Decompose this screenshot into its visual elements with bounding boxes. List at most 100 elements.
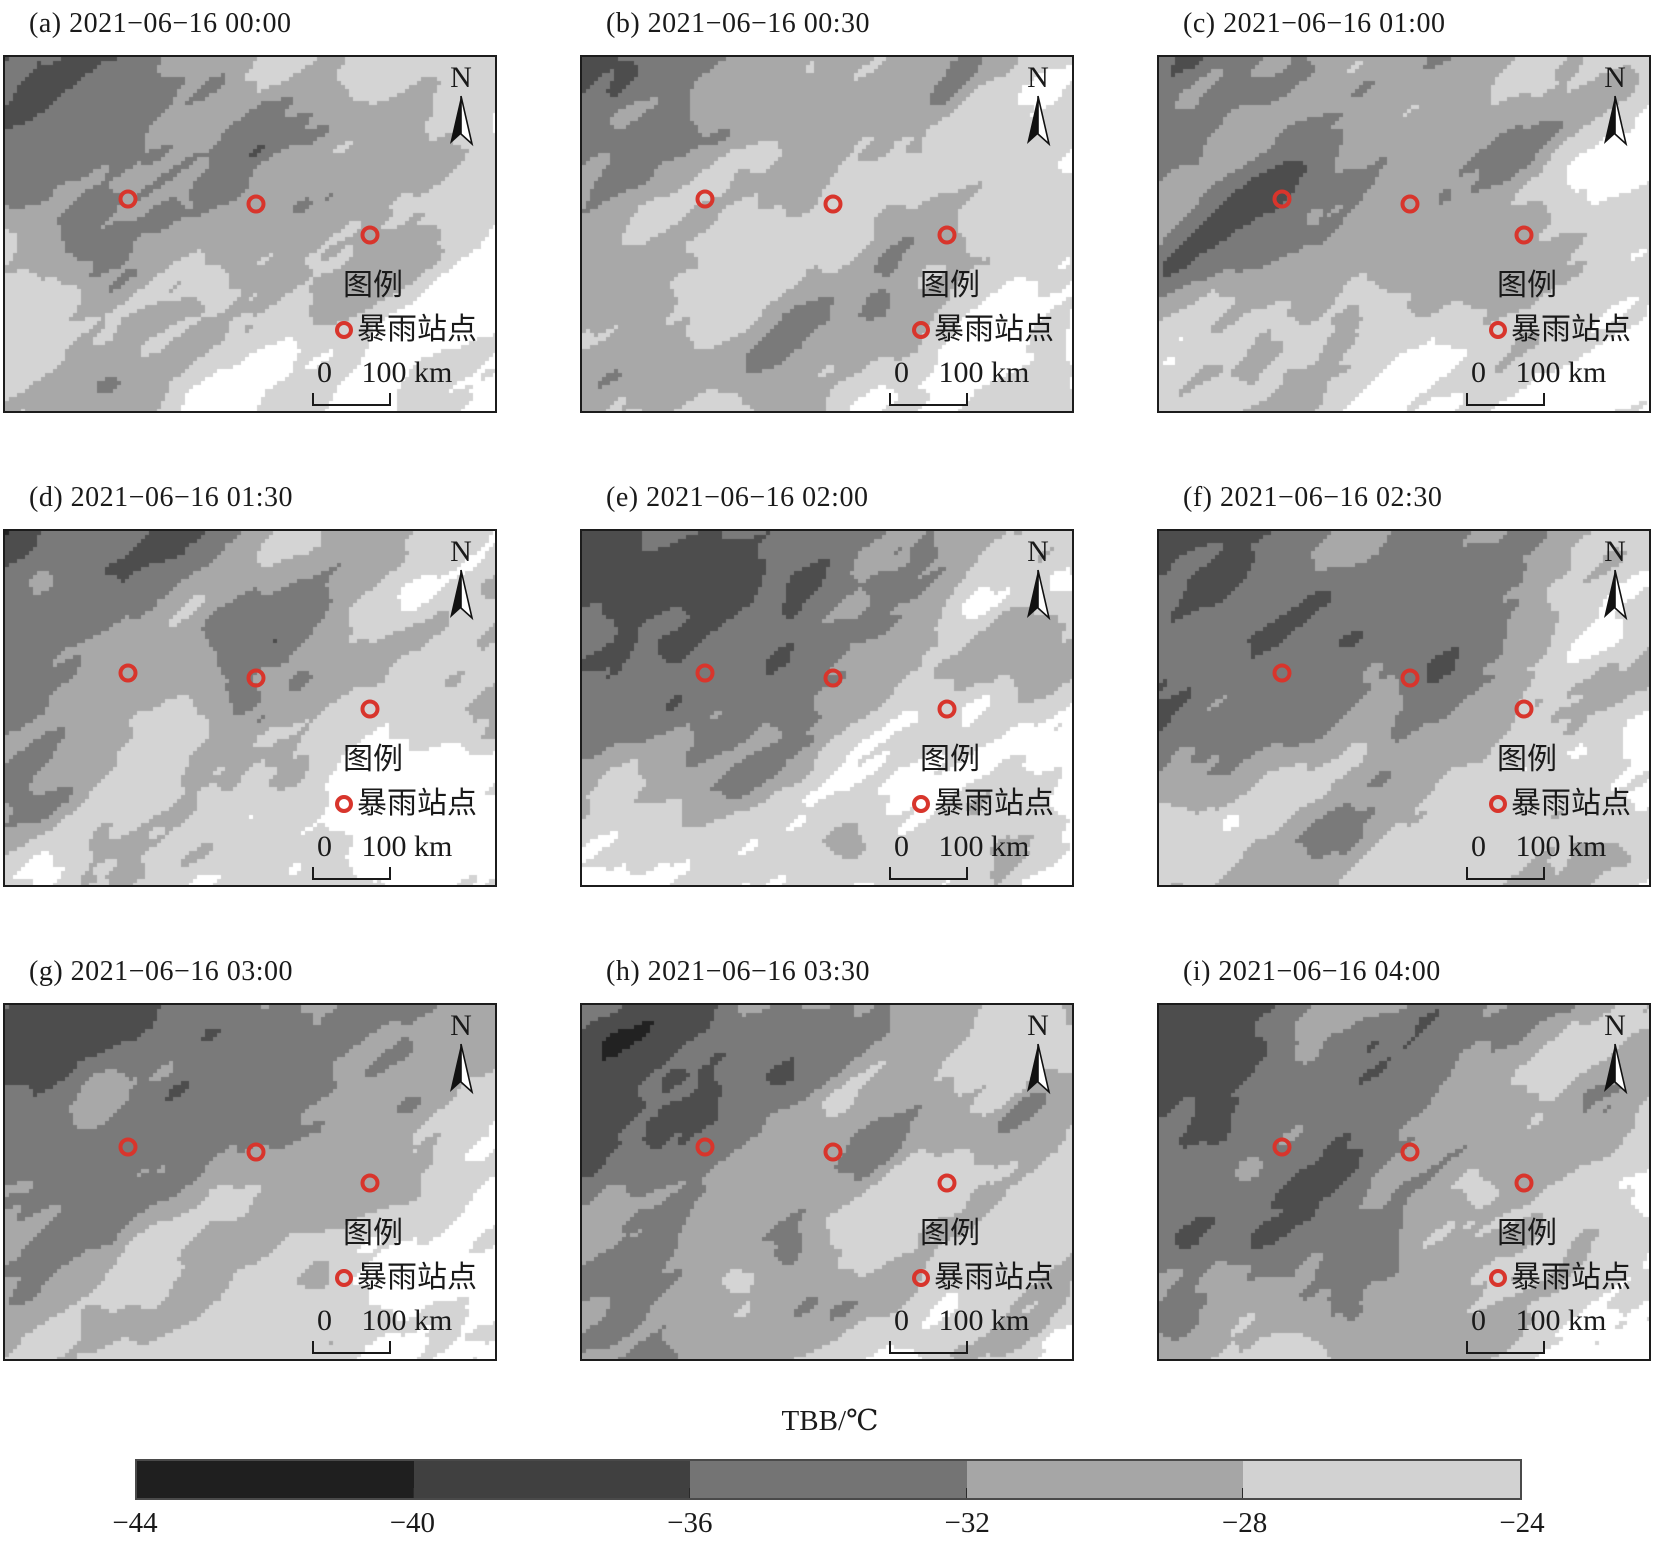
tbb-contour-map [1159,57,1649,411]
scale-labels: 0 100 km [311,1305,471,1337]
scale-bracket-icon [1466,1341,1545,1354]
station-marker-icon [1489,321,1507,339]
tbb-contour-map [582,1005,1072,1359]
station-marker [360,225,380,245]
station-marker [1514,225,1534,245]
north-label: N [450,1009,472,1042]
north-label: N [450,61,472,94]
panel-title: (c) 2021−06−16 01:00 [1183,8,1446,39]
scale-labels: 0 100 km [311,357,471,389]
scale-zero-label: 0 [317,830,332,863]
station-marker-icon [335,321,353,339]
scale-bar: 0 100 km [311,357,471,407]
scale-distance-label: 100 km [938,356,1030,389]
north-arrow: N [1595,63,1635,147]
colorbar-tick-label: −44 [112,1507,158,1539]
station-marker-icon [912,795,930,813]
station-marker-icon [1489,795,1507,813]
legend-station-label: 暴雨站点 [934,787,1054,820]
tbb-contour-map [582,57,1072,411]
scale-bar: 0 100 km [1465,357,1625,407]
legend-station-row: 暴雨站点 [912,1261,1054,1295]
station-marker [937,699,957,719]
colorbar-segment [966,1461,1245,1498]
map-panel: (a) 2021−06−16 00:00 N 图例 暴雨站点 0 [3,8,497,413]
station-marker-icon [1489,1269,1507,1287]
map-area: N 图例 暴雨站点 0 100 km [1157,55,1651,413]
legend-station-row: 暴雨站点 [912,787,1054,821]
scale-bracket-icon [312,867,391,880]
north-needle-icon [450,1043,474,1095]
map-area: N 图例 暴雨站点 0 100 km [3,1003,497,1361]
scale-distance-label: 100 km [361,1304,453,1337]
north-needle-icon [1027,95,1051,147]
scale-labels: 0 100 km [888,357,1048,389]
tbb-contour-map [5,1005,495,1359]
legend-station-label: 暴雨站点 [1511,787,1631,820]
north-needle-icon [1027,1043,1051,1095]
scale-distance-label: 100 km [361,830,453,863]
scale-labels: 0 100 km [888,1305,1048,1337]
map-area: N 图例 暴雨站点 0 100 km [580,1003,1074,1361]
map-panel: (f) 2021−06−16 02:30 N 图例 暴雨站点 0 [1157,482,1651,887]
scale-zero-label: 0 [894,1304,909,1337]
colorbar-title: TBB/℃ [781,1405,879,1437]
scale-distance-label: 100 km [1515,830,1607,863]
north-label: N [1027,1009,1049,1042]
scale-bar: 0 100 km [888,357,1048,407]
scale-labels: 0 100 km [1465,1305,1625,1337]
station-marker [246,1142,266,1162]
scale-bracket-icon [1466,393,1545,406]
scale-bar: 0 100 km [1465,1305,1625,1355]
station-marker [118,663,137,683]
legend-station-row: 暴雨站点 [1489,1261,1631,1295]
scale-zero-label: 0 [1471,1304,1486,1337]
legend-station-row: 暴雨站点 [335,1261,477,1295]
map-panel: (c) 2021−06−16 01:00 N 图例 暴雨站点 0 [1157,8,1651,413]
north-arrow: N [1595,537,1635,621]
station-marker [1272,1137,1291,1157]
north-arrow: N [1595,1011,1635,1095]
station-marker [1400,194,1420,214]
map-area: N 图例 暴雨站点 0 100 km [1157,1003,1651,1361]
panel-title: (f) 2021−06−16 02:30 [1183,482,1443,513]
station-marker [1514,1173,1534,1193]
legend-title: 图例 [343,1217,403,1250]
map-panel: (b) 2021−06−16 00:30 N 图例 暴雨站点 0 [580,8,1074,413]
tbb-contour-map [5,531,495,885]
map-panel: (g) 2021−06−16 03:00 N 图例 暴雨站点 0 [3,956,497,1361]
station-marker [1272,663,1291,683]
legend-station-row: 暴雨站点 [335,313,477,347]
legend-title: 图例 [920,743,980,776]
legend-title: 图例 [920,1217,980,1250]
station-marker [695,189,714,209]
map-area: N 图例 暴雨站点 0 100 km [3,529,497,887]
colorbar-tick-label: −40 [389,1507,436,1539]
legend-title: 图例 [920,269,980,302]
legend-station-label: 暴雨站点 [357,787,477,820]
colorbar-tick-label: −32 [944,1507,990,1539]
scale-bar: 0 100 km [1465,831,1625,881]
station-marker [823,1142,843,1162]
north-needle-icon [1604,95,1628,147]
station-marker-icon [912,1269,930,1287]
north-needle-icon [1604,569,1628,621]
scale-bracket-icon [312,1341,391,1354]
scale-labels: 0 100 km [1465,357,1625,389]
station-marker [118,1137,137,1157]
north-arrow: N [1018,537,1058,621]
map-area: N 图例 暴雨站点 0 100 km [580,529,1074,887]
scale-zero-label: 0 [894,356,909,389]
station-marker [823,668,843,688]
scale-distance-label: 100 km [1515,1304,1607,1337]
map-panel: (d) 2021−06−16 01:30 N 图例 暴雨站点 0 [3,482,497,887]
panel-title: (b) 2021−06−16 00:30 [606,8,871,39]
map-panel: (h) 2021−06−16 03:30 N 图例 暴雨站点 0 [580,956,1074,1361]
colorbar-segment [413,1461,692,1498]
scale-zero-label: 0 [317,356,332,389]
north-label: N [1604,61,1626,94]
north-arrow: N [1018,63,1058,147]
legend-station-label: 暴雨站点 [1511,1261,1631,1294]
legend-station-label: 暴雨站点 [934,1261,1054,1294]
